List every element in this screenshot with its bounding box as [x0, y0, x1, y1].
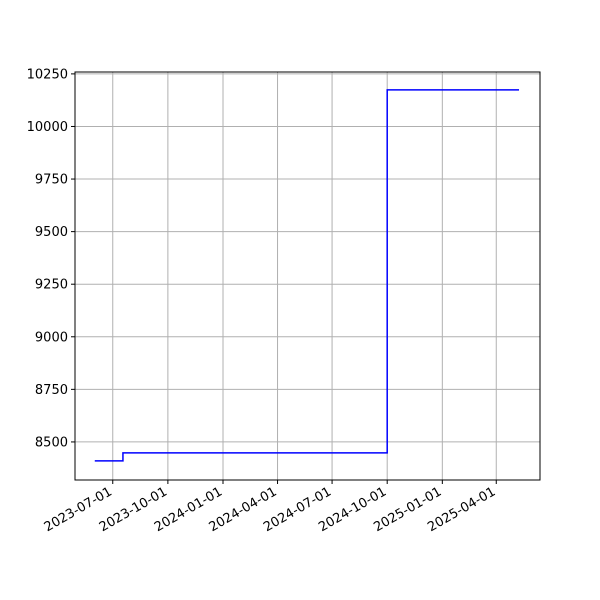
y-tick-label: 8500 — [35, 435, 68, 450]
y-tick-label: 9500 — [35, 225, 68, 240]
y-tick-label: 10000 — [27, 120, 68, 135]
y-tick-label: 9750 — [35, 173, 68, 188]
y-tick-label: 9000 — [35, 330, 68, 345]
y-tick-label: 8750 — [35, 383, 68, 398]
y-tick-label: 9250 — [35, 278, 68, 293]
plot-frame — [74, 71, 541, 481]
y-tick-label: 10250 — [27, 67, 68, 82]
line — [94, 89, 520, 462]
